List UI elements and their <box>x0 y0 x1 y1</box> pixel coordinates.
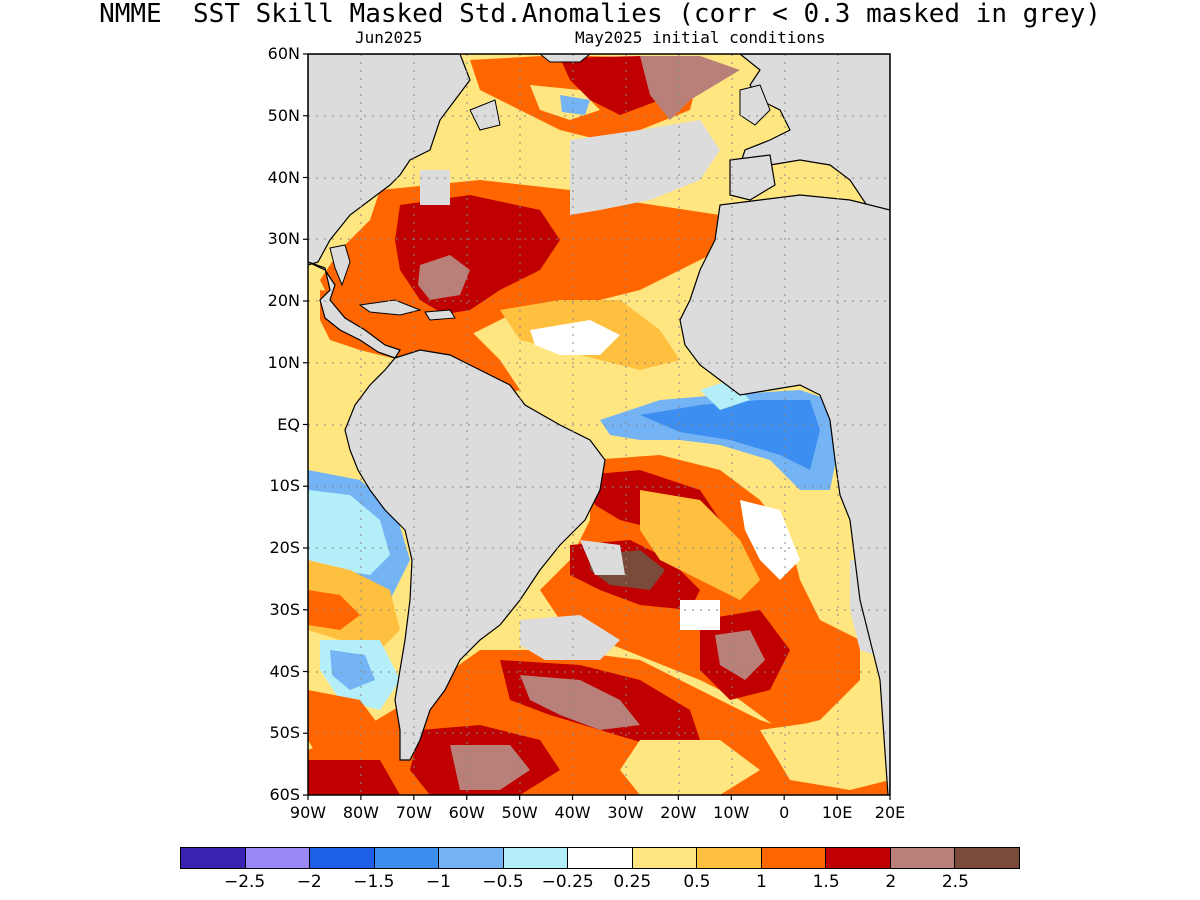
longitude-label: 90W <box>289 803 327 822</box>
colorbar-swatch <box>245 848 311 868</box>
latitude-label: 30S <box>269 599 300 619</box>
colorbar-label: −2 <box>296 872 322 892</box>
latitude-label: 30N <box>267 229 300 249</box>
colorbar-label: −0.5 <box>482 872 524 892</box>
colorbar-label: 2.5 <box>941 872 969 892</box>
land-africa <box>679 194 890 795</box>
anomaly-region <box>520 675 640 730</box>
longitude-label: 0 <box>779 803 790 822</box>
colorbar-label: −1.5 <box>353 872 395 892</box>
anomaly-region <box>308 690 390 760</box>
masked-region <box>420 170 450 205</box>
land-hispaniola <box>424 309 456 321</box>
latitude-label: 40S <box>269 661 300 681</box>
anomaly-region <box>330 650 375 690</box>
longitude-label: 60W <box>448 803 485 822</box>
longitude-label: 80W <box>342 803 379 822</box>
land-british-isles <box>739 84 771 126</box>
colorbar <box>180 847 1020 869</box>
land-north-america <box>308 54 471 266</box>
latitude-label: 60N <box>267 44 300 63</box>
latitude-label: 40N <box>267 167 300 187</box>
map-title: NMME SST Skill Masked Std.Anomalies (cor… <box>99 0 1101 29</box>
latitude-label: 10N <box>267 352 300 372</box>
land-south-america <box>344 349 606 761</box>
longitude-label: 70W <box>395 803 432 822</box>
anomaly-region <box>450 745 530 790</box>
colorbar-label: −0.25 <box>541 872 594 892</box>
colorbar-label: −1 <box>425 872 451 892</box>
colorbar-swatch <box>310 848 375 868</box>
masked-region <box>680 600 720 630</box>
masked-region <box>580 540 625 575</box>
anomaly-region <box>640 400 820 470</box>
anomaly-region <box>418 255 470 300</box>
colorbar-label: 0.25 <box>613 872 652 892</box>
colorbar-label: 2 <box>885 872 897 892</box>
colorbar-swatch <box>632 848 698 868</box>
forecast-month: Jun2025 <box>355 28 423 47</box>
longitude-label: 50W <box>501 803 538 822</box>
latitude-label: 50N <box>267 105 300 125</box>
land-florida <box>329 244 351 287</box>
latitude-label: 60S <box>269 785 300 804</box>
colorbar-label: −2.5 <box>223 872 266 892</box>
land-iberia <box>729 154 776 201</box>
colorbar-label: 1 <box>756 872 767 892</box>
anomaly-region <box>760 720 890 790</box>
land-greenland <box>539 54 591 63</box>
colorbar-label: 0.5 <box>683 872 711 892</box>
colorbar-swatch <box>439 848 504 868</box>
anomaly-region <box>560 95 590 115</box>
masked-region <box>520 615 620 660</box>
colorbar-swatch <box>955 848 1019 868</box>
longitude-label: 10W <box>713 803 750 822</box>
latitude-label: EQ <box>277 414 300 434</box>
colorbar-swatch <box>568 848 633 868</box>
masked-region <box>570 120 720 215</box>
anomaly-region <box>715 630 765 680</box>
colorbar-swatch <box>374 848 440 868</box>
colorbar-label: 1.5 <box>812 872 840 892</box>
longitude-label: 40W <box>554 803 591 822</box>
initial-conditions-label: May2025 initial conditions <box>575 28 826 47</box>
latitude-label: 10S <box>269 476 300 496</box>
anomaly-region <box>640 56 740 120</box>
anomaly-region <box>530 320 620 355</box>
anomaly-region <box>620 740 760 795</box>
latitude-label: 20S <box>269 538 300 557</box>
graticule <box>308 54 890 795</box>
colorbar-swatch <box>890 848 956 868</box>
latitude-label: 50S <box>269 723 300 743</box>
colorbar-swatch <box>761 848 827 868</box>
colorbar-swatch <box>826 848 891 868</box>
anomaly-region <box>308 490 390 575</box>
colorbar-swatch <box>181 848 246 868</box>
colorbar-swatch <box>503 848 569 868</box>
anomaly-region <box>308 760 400 795</box>
colorbar-swatch <box>697 848 762 868</box>
latitude-label: 20N <box>267 291 300 310</box>
longitude-label: 10E <box>821 803 853 822</box>
longitude-label: 20W <box>660 803 697 822</box>
longitude-label: 30W <box>607 803 644 822</box>
longitude-label: 20E <box>874 803 906 822</box>
anomaly-region <box>640 490 760 600</box>
land-newfoundland <box>469 99 501 131</box>
